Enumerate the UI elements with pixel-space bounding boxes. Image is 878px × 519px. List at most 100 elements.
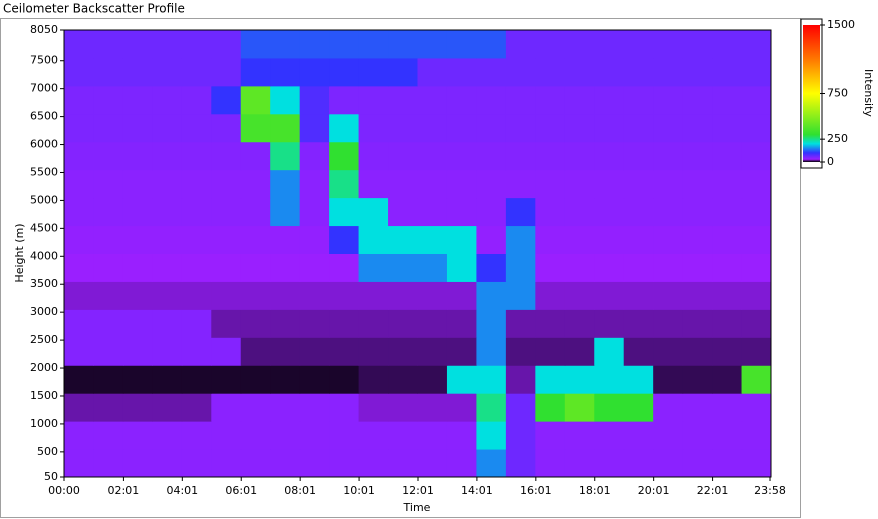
heatmap-cell [476, 225, 507, 254]
heatmap-cell [211, 113, 242, 143]
heatmap-cell [181, 113, 212, 143]
heatmap-cell [358, 393, 389, 422]
heatmap-cell [270, 85, 301, 115]
heatmap-cell [93, 169, 124, 199]
x-tick-label: 04:01 [166, 484, 198, 497]
heatmap-cell [564, 337, 595, 366]
heatmap-cell [329, 421, 360, 450]
heatmap-cell [682, 393, 713, 422]
heatmap-cell [417, 113, 448, 143]
heatmap-cell [388, 253, 418, 282]
heatmap-cell [623, 30, 654, 59]
heatmap-cell [623, 85, 654, 115]
heatmap-cell [417, 85, 448, 115]
heatmap-cell [358, 169, 389, 199]
heatmap-cell [270, 393, 301, 422]
y-axis-label: Height (m) [13, 223, 26, 282]
heatmap-cell [329, 225, 360, 254]
heatmap [64, 30, 772, 478]
heatmap-cell [240, 393, 271, 422]
heatmap-cell [623, 309, 654, 338]
heatmap-cell [181, 253, 212, 282]
heatmap-cell [211, 197, 242, 227]
heatmap-cell [417, 365, 448, 394]
heatmap-cell [623, 253, 654, 282]
heatmap-cell [653, 113, 684, 143]
heatmap-cell [299, 253, 330, 282]
heatmap-cell [417, 421, 448, 450]
heatmap-cell [653, 365, 684, 394]
y-tick-label: 3500 [30, 277, 58, 290]
heatmap-cell [535, 421, 566, 450]
heatmap-cell [122, 113, 153, 143]
heatmap-cell [476, 337, 507, 366]
heatmap-cell [122, 421, 153, 450]
heatmap-cell [476, 141, 507, 171]
heatmap-cell [535, 281, 566, 310]
heatmap-cell [240, 57, 271, 87]
heatmap-cell [181, 309, 212, 338]
heatmap-cell [358, 449, 389, 478]
heatmap-cell [505, 421, 536, 450]
heatmap-cell [741, 281, 772, 310]
heatmap-cell [594, 421, 625, 450]
heatmap-cell [594, 169, 625, 199]
heatmap-cell [329, 393, 360, 422]
heatmap-cell [535, 141, 566, 171]
heatmap-cell [505, 281, 536, 310]
heatmap-cell [299, 141, 330, 171]
heatmap-cell [417, 449, 448, 478]
heatmap-cell [329, 57, 360, 87]
heatmap-cell [388, 197, 418, 227]
heatmap-cell [388, 337, 418, 366]
heatmap-cell [93, 113, 124, 143]
heatmap-cell [358, 30, 389, 59]
heatmap-cell [64, 365, 94, 394]
heatmap-cell [741, 253, 772, 282]
heatmap-cell [93, 309, 124, 338]
heatmap-cell [388, 30, 418, 59]
chart-title: Ceilometer Backscatter Profile [3, 2, 185, 16]
heatmap-cell [741, 197, 772, 227]
heatmap-cell [505, 169, 536, 199]
heatmap-cell [712, 365, 743, 394]
heatmap-cell [564, 225, 595, 254]
heatmap-cell [388, 113, 418, 143]
heatmap-cell [93, 253, 124, 282]
heatmap-cell [181, 421, 212, 450]
heatmap-cell [653, 337, 684, 366]
heatmap-cell [623, 57, 654, 87]
heatmap-cell [152, 225, 183, 254]
heatmap-cell [623, 169, 654, 199]
heatmap-cell [122, 85, 153, 115]
heatmap-cell [64, 113, 94, 143]
heatmap-cell [299, 421, 330, 450]
heatmap-cell [93, 393, 124, 422]
heatmap-cell [682, 225, 713, 254]
heatmap-cell [653, 141, 684, 171]
heatmap-cell [564, 253, 595, 282]
heatmap-cell [682, 169, 713, 199]
heatmap-cell [682, 281, 713, 310]
heatmap-cell [594, 197, 625, 227]
heatmap-cell [564, 169, 595, 199]
heatmap-cell [388, 281, 418, 310]
heatmap-cell [623, 113, 654, 143]
heatmap-cell [93, 57, 124, 87]
x-tick-label: 10:01 [343, 484, 375, 497]
heatmap-cell [122, 309, 153, 338]
heatmap-cell [329, 337, 360, 366]
heatmap-cell [446, 281, 477, 310]
heatmap-cell [122, 281, 153, 310]
heatmap-cell [388, 365, 418, 394]
heatmap-cell [270, 225, 301, 254]
heatmap-cell [388, 393, 418, 422]
heatmap-cell [64, 309, 94, 338]
heatmap-cell [712, 30, 743, 59]
heatmap-cell [712, 421, 743, 450]
y-tick-label: 5500 [30, 165, 58, 178]
heatmap-cell [358, 57, 389, 87]
heatmap-cell [741, 30, 772, 59]
heatmap-cell [388, 141, 418, 171]
heatmap-cell [564, 449, 595, 478]
